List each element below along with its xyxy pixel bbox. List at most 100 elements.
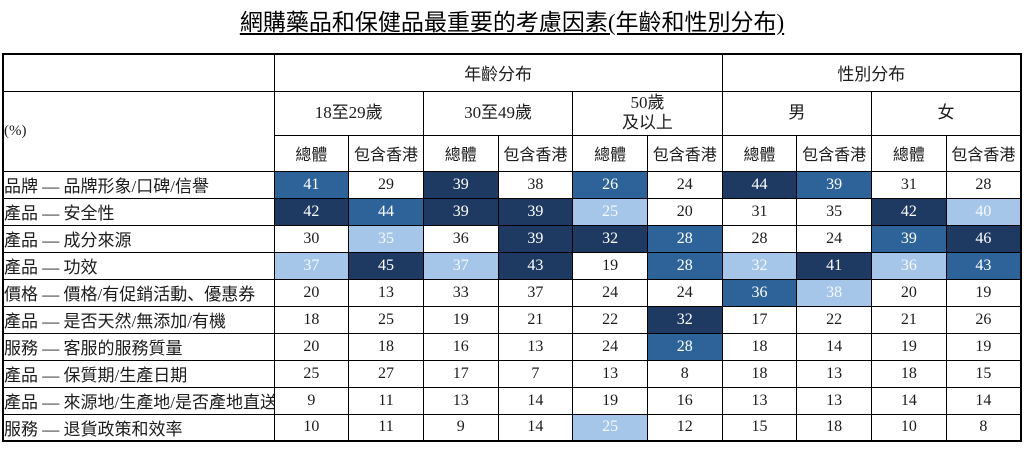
row-label: 產品 — 成分來源	[2, 224, 275, 253]
value-cell: 14	[871, 386, 947, 415]
value-cell: 29	[348, 170, 424, 199]
row-label: 品牌 — 品牌形象/口碑/信譽	[2, 170, 275, 199]
value-cell: 36	[871, 251, 947, 280]
value-cell: 19	[572, 386, 648, 415]
value-cell: 14	[497, 386, 574, 415]
value-cell: 37	[273, 251, 350, 280]
subgroup-age-30-49: 30至49歲	[422, 90, 574, 136]
value-cell: 24	[572, 332, 648, 361]
value-cell: 33	[422, 278, 499, 307]
subgroup-age-18-29: 18至29歲	[273, 90, 424, 136]
subgroup-header-row: (%) 18至29歲 30至49歲 50歲 及以上 男 女	[2, 90, 1022, 172]
value-cell: 36	[721, 278, 798, 307]
value-cell: 13	[348, 278, 424, 307]
value-cell: 45	[348, 251, 424, 280]
corner-empty-cell	[2, 53, 275, 92]
value-cell: 18	[796, 413, 872, 442]
value-cell: 9	[422, 413, 499, 442]
value-cell: 43	[497, 251, 574, 280]
value-cell: 12	[646, 413, 723, 442]
value-cell: 26	[572, 170, 648, 199]
value-cell: 20	[646, 197, 723, 226]
row-label: 產品 — 安全性	[2, 197, 275, 226]
page: 網購藥品和保健品最重要的考慮因素(年齡和性別分布) 年齡分布 性別分布 (%) …	[0, 8, 1024, 461]
value-cell: 24	[646, 170, 723, 199]
value-cell: 42	[273, 197, 350, 226]
value-cell: 27	[348, 359, 424, 388]
value-cell: 25	[572, 197, 648, 226]
measure-header-incl-hk: 包含香港	[796, 134, 872, 172]
row-label: 產品 — 保質期/生產日期	[2, 359, 275, 388]
group-header-gender: 性別分布	[721, 53, 1022, 92]
value-cell: 39	[422, 197, 499, 226]
value-cell: 31	[871, 170, 947, 199]
value-cell: 13	[721, 386, 798, 415]
value-cell: 39	[422, 170, 499, 199]
value-cell: 41	[796, 251, 872, 280]
group-header-age: 年齡分布	[273, 53, 723, 92]
table-header: 年齡分布 性別分布 (%) 18至29歲 30至49歲 50歲 及以上 男 女 …	[2, 53, 1022, 172]
value-cell: 39	[796, 170, 872, 199]
value-cell: 8	[646, 359, 723, 388]
value-cell: 19	[572, 251, 648, 280]
measure-header-overall: 總體	[721, 134, 798, 172]
value-cell: 41	[273, 170, 350, 199]
row-label: 服務 — 客服的服務質量	[2, 332, 275, 361]
value-cell: 36	[422, 224, 499, 253]
value-cell: 25	[572, 413, 648, 442]
table-row: 產品 — 安全性 42 44 39 39 25 20 31 35 42 40	[2, 197, 1022, 226]
value-cell: 13	[796, 386, 872, 415]
measure-header-overall: 總體	[871, 134, 947, 172]
value-cell: 13	[497, 332, 574, 361]
value-cell: 31	[721, 197, 798, 226]
row-label: 產品 — 功效	[2, 251, 275, 280]
subgroup-male: 男	[721, 90, 873, 136]
value-cell: 24	[572, 278, 648, 307]
value-cell: 25	[348, 305, 424, 334]
measure-header-overall: 總體	[273, 134, 350, 172]
value-cell: 18	[348, 332, 424, 361]
measure-header-overall: 總體	[422, 134, 499, 172]
value-cell: 10	[871, 413, 947, 442]
value-cell: 38	[497, 170, 574, 199]
measure-header-incl-hk: 包含香港	[945, 134, 1022, 172]
table-row: 服務 — 客服的服務質量 20 18 16 13 24 28 18 14 19 19	[2, 332, 1022, 361]
value-cell: 18	[273, 305, 350, 334]
row-label: 產品 — 來源地/生產地/是否產地直送	[2, 386, 275, 415]
value-cell: 24	[796, 224, 872, 253]
value-cell: 37	[422, 251, 499, 280]
value-cell: 30	[273, 224, 350, 253]
value-cell: 17	[422, 359, 499, 388]
value-cell: 28	[646, 332, 723, 361]
value-cell: 20	[871, 278, 947, 307]
group-header-row: 年齡分布 性別分布	[2, 53, 1022, 92]
measure-header-incl-hk: 包含香港	[646, 134, 723, 172]
page-title: 網購藥品和保健品最重要的考慮因素(年齡和性別分布)	[239, 10, 785, 35]
value-cell: 19	[945, 278, 1022, 307]
value-cell: 19	[945, 332, 1022, 361]
value-cell: 15	[945, 359, 1022, 388]
value-cell: 21	[497, 305, 574, 334]
value-cell: 39	[497, 197, 574, 226]
table-row: 產品 — 成分來源 30 35 36 39 32 28 28 24 39 46	[2, 224, 1022, 253]
table-row: 價格 — 價格/有促銷活動、優惠券 20 13 33 37 24 24 36 38 20 19	[2, 278, 1022, 307]
table-row: 產品 — 保質期/生產日期 25 27 17 7 13 8 18 13 18 15	[2, 359, 1022, 388]
value-cell: 44	[721, 170, 798, 199]
value-cell: 13	[572, 359, 648, 388]
value-cell: 22	[796, 305, 872, 334]
value-cell: 13	[422, 386, 499, 415]
value-cell: 21	[871, 305, 947, 334]
measure-header-incl-hk: 包含香港	[497, 134, 574, 172]
value-cell: 32	[721, 251, 798, 280]
value-cell: 26	[945, 305, 1022, 334]
value-cell: 25	[273, 359, 350, 388]
table-row: 產品 — 來源地/生產地/是否產地直送 9 11 13 14 19 16 13 13 14 14	[2, 386, 1022, 415]
value-cell: 18	[721, 332, 798, 361]
value-cell: 14	[945, 386, 1022, 415]
value-cell: 35	[796, 197, 872, 226]
table-row: 服務 — 退貨政策和效率 10 11 9 14 25 12 15 18 10 8	[2, 413, 1022, 442]
value-cell: 28	[945, 170, 1022, 199]
measure-header-row: 總體 包含香港 總體 包含香港 總體 包含香港 總體 包含香港 總體 包含香港	[3, 134, 1022, 172]
value-cell: 16	[422, 332, 499, 361]
value-cell: 16	[646, 386, 723, 415]
